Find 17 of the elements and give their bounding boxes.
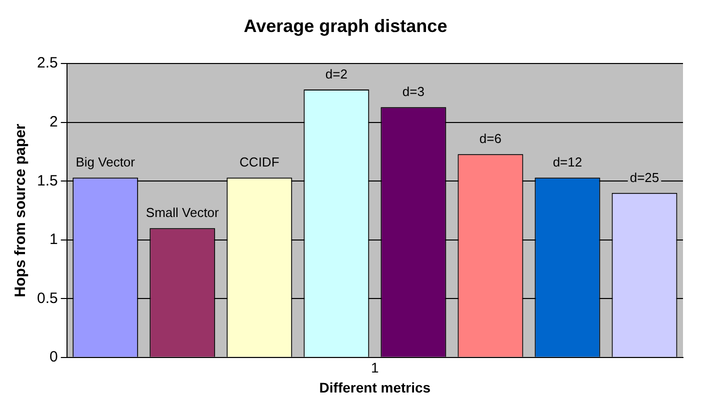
y-tick-label: 0 <box>50 348 58 366</box>
y-tick-label: 1 <box>50 231 58 248</box>
x-axis-title: Different metrics <box>319 379 431 396</box>
y-tick-label: 0.5 <box>36 290 58 307</box>
y-tick-label: 2 <box>50 114 58 130</box>
chart-title: Average graph distance <box>244 16 448 36</box>
series-label: Big Vector <box>76 154 136 170</box>
series-label: Small Vector <box>146 205 220 220</box>
series-label: d=6 <box>479 131 502 146</box>
y-tick-label: 2.5 <box>36 54 58 72</box>
y-tick-label: 1.5 <box>36 172 58 190</box>
series-label: d=25 <box>630 170 660 185</box>
series-label: CCIDF <box>240 154 280 170</box>
series-label: d=12 <box>552 154 582 170</box>
y-axis-title: Hops from source paper <box>12 124 30 298</box>
series-label: d=2 <box>325 66 348 82</box>
series-label: d=3 <box>402 84 424 100</box>
